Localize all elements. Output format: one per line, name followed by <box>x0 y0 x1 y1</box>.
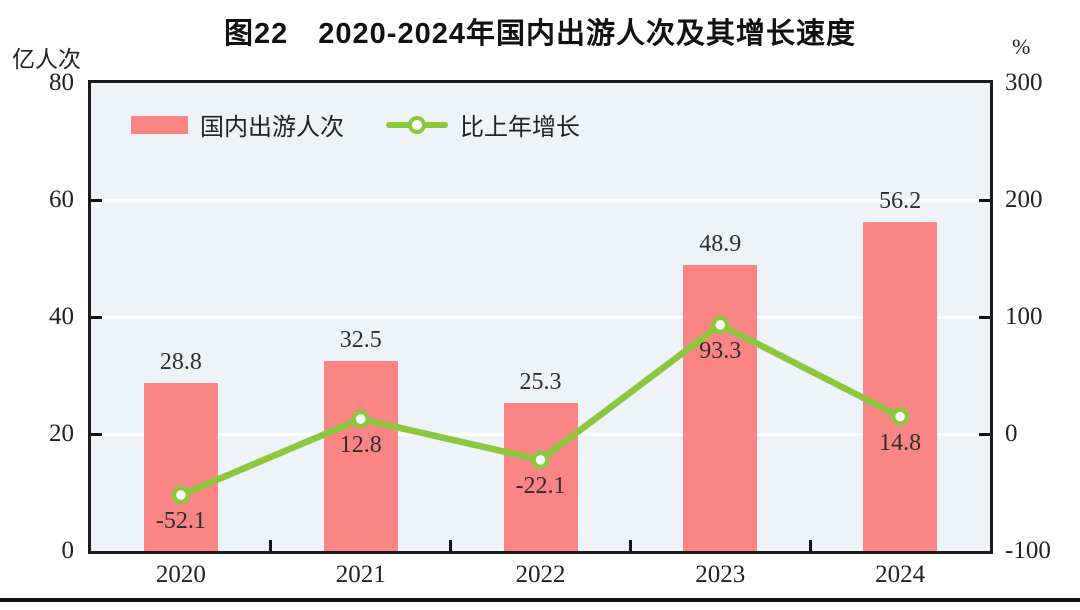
bottom-rule-divider <box>0 598 1080 602</box>
gridline <box>91 315 990 319</box>
line-marker-2022 <box>531 450 550 470</box>
line-swatch-marker-icon <box>408 115 426 134</box>
plot-area: 国内出游人次 比上年增长 28.8 32.5 25.3 48.9 56.2 -52.1 12… <box>88 80 993 554</box>
chart-title: 图22 2020-2024年国内出游人次及其增长速度 <box>224 18 856 50</box>
bar-2023 <box>683 264 758 551</box>
plot-inner: 国内出游人次 比上年增长 28.8 32.5 25.3 48.9 56.2 -52.1 12… <box>91 83 990 551</box>
x-axis-label-2024: 2024 <box>875 561 926 588</box>
growth-value-label-2020: -52.1 <box>155 507 206 534</box>
bar-2021 <box>323 360 398 551</box>
growth-value-label-2021: 12.8 <box>339 432 382 459</box>
left-axis-tick-label-40: 40 <box>49 303 74 330</box>
bar-value-label-2023: 48.9 <box>699 230 742 257</box>
x-axis-label-2021: 2021 <box>335 561 386 588</box>
bar-2024 <box>863 222 938 551</box>
left-axis-tick <box>91 315 102 319</box>
bar-2020 <box>143 382 218 551</box>
bar-value-label-2022: 25.3 <box>519 368 562 395</box>
bar-value-label-2024: 56.2 <box>879 188 922 215</box>
x-axis-label-2022: 2022 <box>515 561 566 588</box>
x-axis-tick <box>808 540 812 551</box>
right-axis-tick-label-200: 200 <box>1005 186 1043 213</box>
line-marker-2021 <box>351 409 370 429</box>
right-axis-tick-label-100: 100 <box>1005 303 1043 330</box>
bar-value-label-2020: 28.8 <box>159 348 202 375</box>
right-axis-tick-label--100: -100 <box>1005 537 1051 564</box>
growth-value-label-2022: -22.1 <box>515 472 566 499</box>
left-axis-tick-label-20: 20 <box>49 420 74 447</box>
line-marker-2024 <box>890 407 910 426</box>
x-axis-tick <box>449 540 453 551</box>
x-axis-tick <box>269 540 273 551</box>
gridline <box>91 198 990 202</box>
bar-2022 <box>503 403 578 551</box>
left-axis-tick <box>91 198 102 202</box>
left-axis-tick <box>91 432 102 436</box>
growth-value-label-2023: 93.3 <box>699 337 742 364</box>
x-axis-label-2020: 2020 <box>155 561 206 588</box>
right-axis-unit-label: % <box>1012 34 1031 59</box>
left-axis-tick-label-80: 80 <box>49 69 74 96</box>
right-axis-tick <box>979 198 990 202</box>
bar-value-label-2021: 32.5 <box>339 326 382 353</box>
line-marker-2020 <box>171 485 191 505</box>
x-axis-tick <box>628 540 632 551</box>
left-axis-tick-label-0: 0 <box>61 537 75 564</box>
right-axis-tick <box>979 315 990 319</box>
line-series-swatch <box>386 115 448 134</box>
growth-value-label-2024: 14.8 <box>879 429 922 456</box>
legend: 国内出游人次 比上年增长 <box>131 107 580 142</box>
x-axis-label-2023: 2023 <box>695 561 746 588</box>
left-axis-tick-label-60: 60 <box>49 186 74 213</box>
line-marker-2023 <box>711 315 730 335</box>
right-axis-tick-label-300: 300 <box>1005 69 1043 96</box>
right-axis-tick-label-0: 0 <box>1005 420 1018 447</box>
growth-line <box>177 321 904 499</box>
left-axis-unit-label: 亿人次 <box>12 47 81 72</box>
legend-label-line: 比上年增长 <box>460 115 580 141</box>
bar-series-swatch <box>131 115 188 134</box>
growth-line-layer <box>171 315 910 505</box>
legend-label-bars: 国内出游人次 <box>200 115 344 141</box>
right-axis-tick <box>979 432 990 436</box>
